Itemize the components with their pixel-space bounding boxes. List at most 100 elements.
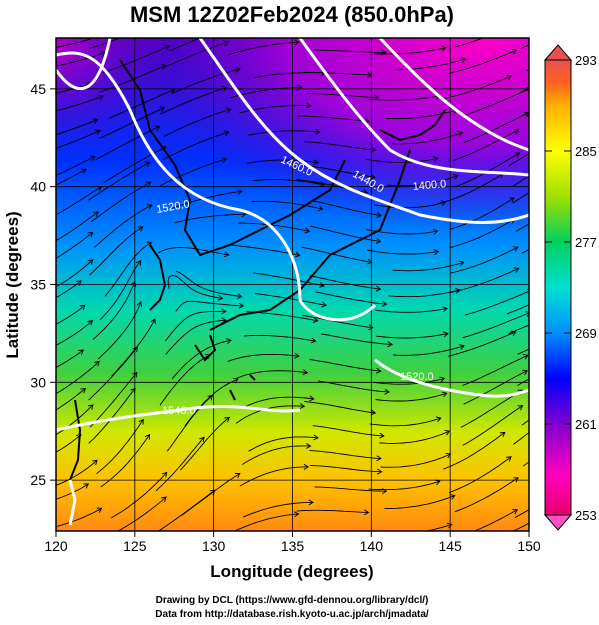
streamline <box>56 38 96 48</box>
streamline-arrowhead <box>581 89 586 94</box>
streamline-arrowhead <box>460 57 467 63</box>
streamline-arrowhead <box>513 267 520 273</box>
colorbar-bar <box>544 59 572 516</box>
streamline-arrowhead <box>313 434 319 441</box>
streamline <box>56 186 102 216</box>
streamline-arrowhead <box>442 306 448 313</box>
streamline-arrowhead <box>223 130 230 137</box>
streamline <box>301 246 372 263</box>
streamline-arrowhead <box>89 155 96 161</box>
streamline-arrowhead <box>512 246 519 252</box>
streamline <box>454 477 519 513</box>
streamline-arrowhead <box>582 221 587 226</box>
streamline <box>56 155 96 177</box>
streamline <box>508 153 529 167</box>
streamline-arrowhead <box>225 107 232 114</box>
colorbar-max-arrow <box>543 44 573 61</box>
colorbar-min-arrow <box>543 514 573 531</box>
streamline <box>310 225 381 242</box>
streamline-arrowhead <box>522 354 529 360</box>
streamline <box>99 107 165 139</box>
streamline <box>103 146 167 184</box>
streamline-arrowhead <box>234 473 241 479</box>
streamline <box>317 380 390 393</box>
streamline-arrowhead <box>161 496 167 503</box>
streamline <box>309 450 382 459</box>
streamline <box>299 71 372 76</box>
x-tick-label: 135 <box>281 538 305 554</box>
x-tick-label: 150 <box>517 538 541 554</box>
streamline-arrowhead <box>508 197 515 203</box>
streamline-arrowhead <box>375 285 382 292</box>
streamline-arrowhead <box>376 367 382 374</box>
streamline-arrowhead <box>305 443 312 449</box>
streamline <box>512 522 529 531</box>
streamline-arrowhead <box>237 293 243 300</box>
streamline <box>175 270 242 298</box>
streamline <box>520 44 529 49</box>
streamline-arrowhead <box>310 337 317 344</box>
streamline-arrowhead <box>590 111 595 116</box>
streamline <box>379 430 450 444</box>
streamline <box>315 291 387 305</box>
coastline-hokkaido <box>379 109 446 142</box>
y-tick-label: 40 <box>30 179 46 195</box>
streamline-arrowhead <box>315 128 321 135</box>
streamline <box>243 396 314 409</box>
streamline-arrowhead <box>319 282 325 288</box>
streamline-arrowhead <box>514 152 521 158</box>
streamline <box>512 175 529 187</box>
streamline <box>95 125 160 160</box>
streamline <box>392 261 464 272</box>
streamline <box>464 88 529 116</box>
streamline <box>56 280 82 299</box>
streamline <box>384 495 455 510</box>
colorbar-tick-label: 277 <box>575 235 597 250</box>
credit-drawing: Drawing by DCL (https://www.gfd-dennou.o… <box>156 595 429 606</box>
streamline <box>56 231 94 259</box>
streamline-arrowhead <box>375 237 382 244</box>
streamline-arrowhead <box>596 270 599 275</box>
streamline <box>369 417 441 427</box>
streamline <box>514 509 529 518</box>
streamline-arrowhead <box>589 372 594 377</box>
streamline <box>443 432 506 470</box>
streamline-arrowhead <box>589 46 594 51</box>
streamline-arrowhead <box>367 258 373 265</box>
streamline-arrowhead <box>512 509 519 515</box>
streamline <box>424 523 452 531</box>
streamline <box>473 509 518 531</box>
streamline <box>104 241 152 297</box>
streamline-arrowhead <box>459 344 465 350</box>
streamline <box>97 301 142 360</box>
colorbar: 293 285 277 269 261 253 <box>543 44 597 531</box>
wind-streamlines <box>56 38 599 531</box>
streamline <box>366 157 438 163</box>
y-axis-label: Latitude (degrees) <box>3 211 22 358</box>
streamline <box>313 49 386 53</box>
streamline-arrowhead <box>309 395 315 402</box>
streamline-arrowhead <box>87 404 94 410</box>
streamline <box>455 38 485 48</box>
streamline <box>159 158 227 187</box>
x-tick-label: 145 <box>438 538 462 554</box>
streamline-arrowhead <box>221 308 227 315</box>
streamline <box>252 179 325 186</box>
streamline-arrowhead <box>135 260 142 266</box>
streamline <box>392 345 465 356</box>
streamline <box>159 87 228 115</box>
contour-label: 1540.0 <box>162 405 196 417</box>
streamline-arrowhead <box>458 260 465 267</box>
streamline <box>297 115 370 122</box>
streamline <box>56 483 89 500</box>
streamline <box>449 197 515 230</box>
streamline <box>180 417 230 471</box>
streamline <box>166 395 213 452</box>
streamline-arrowhead <box>145 181 152 187</box>
streamline-arrowhead <box>294 39 300 46</box>
streamline-arrowhead <box>159 106 166 112</box>
streamline <box>56 361 100 395</box>
streamline-arrowhead <box>93 211 99 217</box>
streamline <box>372 377 445 385</box>
